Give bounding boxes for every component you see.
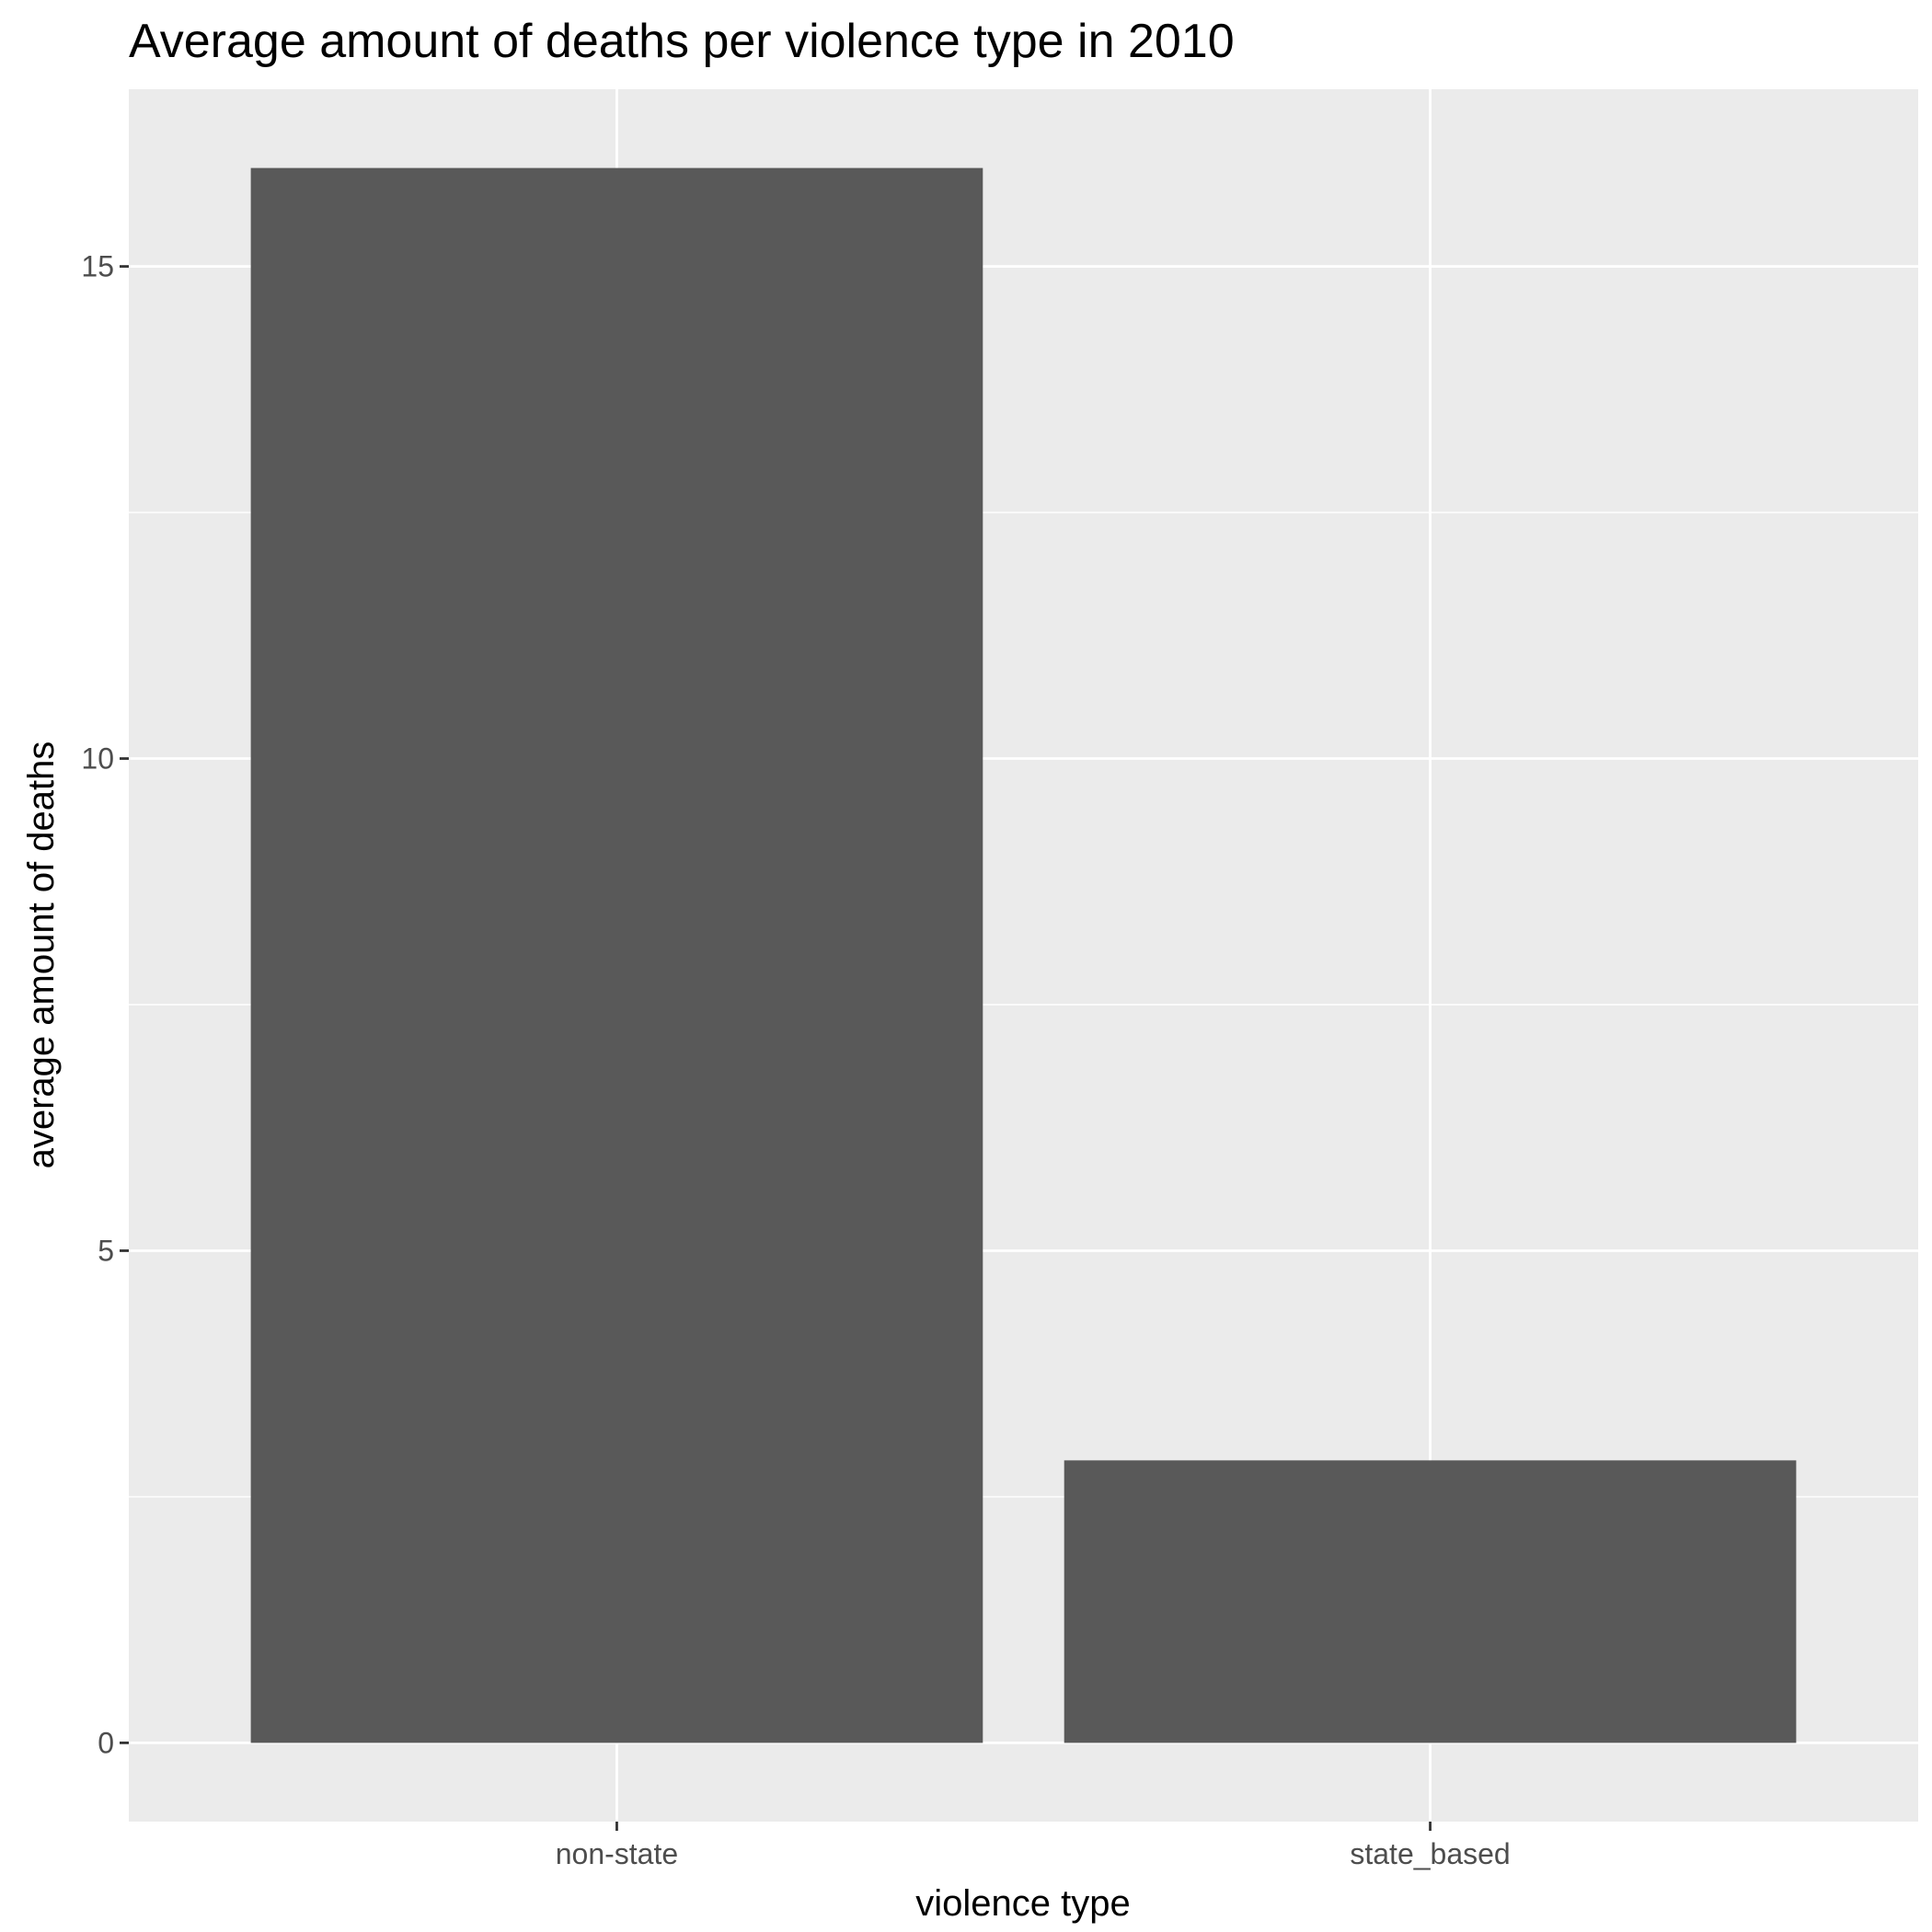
bar-non-state — [250, 167, 983, 1743]
y-tick-label: 10 — [81, 742, 114, 776]
y-tick-label: 5 — [98, 1234, 114, 1267]
chart-title: Average amount of deaths per violence ty… — [129, 15, 1235, 68]
x-axis-title: violence type — [915, 1883, 1130, 1924]
y-tick-label: 15 — [81, 250, 114, 283]
y-axis-title: average amount of deaths — [21, 742, 62, 1169]
x-tick-label: non-state — [556, 1837, 678, 1870]
y-axis-ticks: 0 5 10 15 — [81, 250, 129, 1759]
x-tick-label: state_based — [1350, 1837, 1510, 1870]
x-axis-ticks: non-state state_based — [556, 1822, 1511, 1870]
y-tick-label: 0 — [98, 1726, 114, 1759]
bar-state_based — [1064, 1460, 1797, 1743]
bars — [250, 167, 1797, 1743]
